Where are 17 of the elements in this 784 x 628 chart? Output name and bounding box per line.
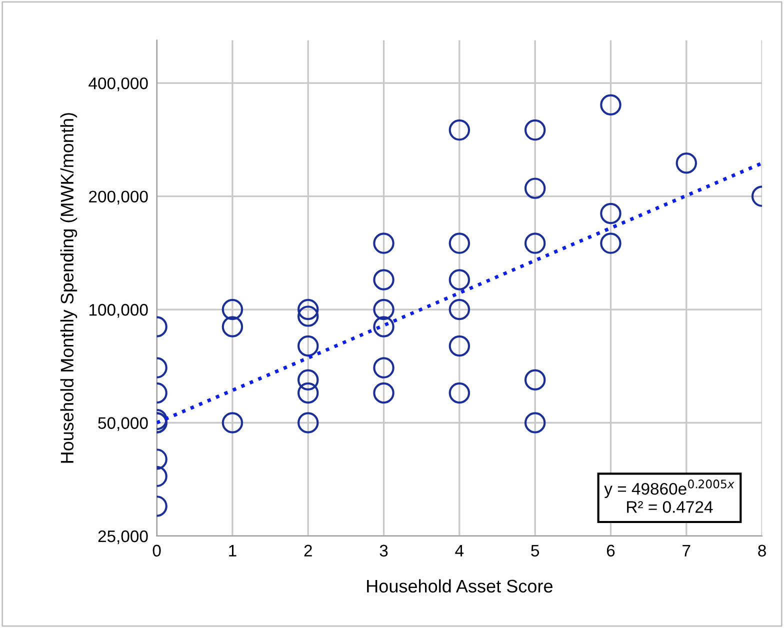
- y-tick-label: 200,000: [89, 190, 148, 204]
- y-axis-title: Household Monthly Spending (MWK/month): [60, 113, 78, 463]
- x-tick-label: 6: [606, 544, 615, 557]
- y-tick-label: 25,000: [98, 530, 148, 544]
- x-tick-label: 8: [758, 544, 766, 557]
- x-tick-label: 4: [455, 544, 464, 556]
- y-tick-label: 100,000: [90, 304, 148, 318]
- x-tick-label: 7: [682, 544, 690, 556]
- x-tick-label: 0: [152, 544, 161, 557]
- y-tick-label: 50,000: [98, 417, 148, 431]
- x-tick-label: 3: [380, 544, 388, 557]
- x-tick-label: 2: [304, 544, 312, 556]
- annotation: y = 49860e$^{0.2005x}$ R² = 0.4724: [604, 480, 734, 513]
- x-tick-label: 5: [531, 544, 540, 557]
- y-tick-label: 400,000: [88, 77, 148, 92]
- x-axis-title: Household Asset Score: [367, 579, 552, 593]
- x-tick-label: 1: [229, 544, 236, 556]
